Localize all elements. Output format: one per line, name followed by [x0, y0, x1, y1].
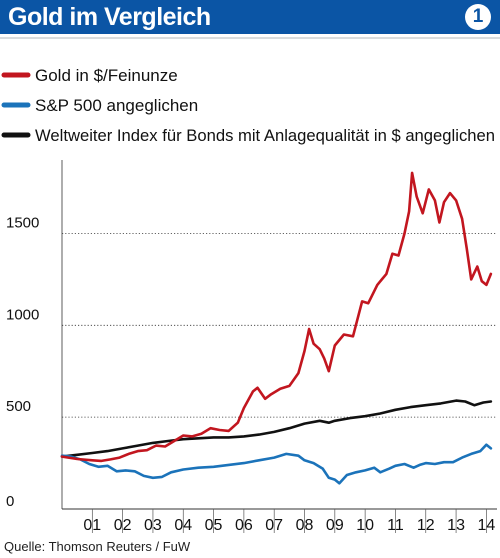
x-axis-ticks: 01 02 03 04 05 06 07 08 09 10 11 12 13 14 — [83, 509, 495, 534]
x-tick-label: 12 — [417, 517, 435, 534]
y-axis-ticks: 0 500 1000 1500 — [6, 214, 39, 510]
figure-number: 1 — [472, 6, 484, 27]
x-tick-label: 14 — [477, 517, 495, 534]
x-tick-label: 09 — [326, 517, 344, 534]
x-tick-label: 13 — [447, 517, 465, 534]
x-tick-label: 02 — [114, 517, 132, 534]
x-tick-label: 04 — [174, 517, 192, 534]
x-tick-label: 05 — [205, 517, 223, 534]
y-tick-label: 1500 — [6, 214, 39, 231]
figure-number-badge: 1 — [465, 4, 491, 30]
x-tick-label: 03 — [144, 517, 162, 534]
x-tick-label: 10 — [356, 517, 374, 534]
y-tick-label: 0 — [6, 493, 14, 510]
gold-series-line — [60, 171, 493, 463]
chart-title: Gold im Vergleich — [8, 3, 211, 31]
legend: Gold in $/Feinunze S&P 500 angeglichen W… — [1, 66, 495, 145]
y-tick-label: 500 — [6, 398, 31, 415]
source-note: Quelle: Thomson Reuters / FuW — [4, 539, 191, 554]
grid-lines — [62, 233, 497, 418]
bond-index-series-line — [60, 399, 493, 458]
legend-label-gold: Gold in $/Feinunze — [35, 66, 178, 85]
axes — [61, 160, 497, 510]
x-tick-label: 08 — [296, 517, 314, 534]
sp500-series-line — [60, 443, 493, 485]
x-tick-label: 11 — [387, 517, 404, 534]
legend-label-bonds: Weltweiter Index für Bonds mit Anlagequa… — [35, 126, 495, 145]
x-tick-label: 01 — [83, 517, 101, 534]
series-lines — [60, 171, 493, 485]
x-tick-label: 07 — [265, 517, 283, 534]
y-tick-label: 1000 — [6, 306, 39, 323]
x-tick-label: 06 — [235, 517, 253, 534]
chart-header: Gold im Vergleich 1 — [0, 0, 500, 34]
legend-label-sp500: S&P 500 angeglichen — [35, 96, 198, 115]
